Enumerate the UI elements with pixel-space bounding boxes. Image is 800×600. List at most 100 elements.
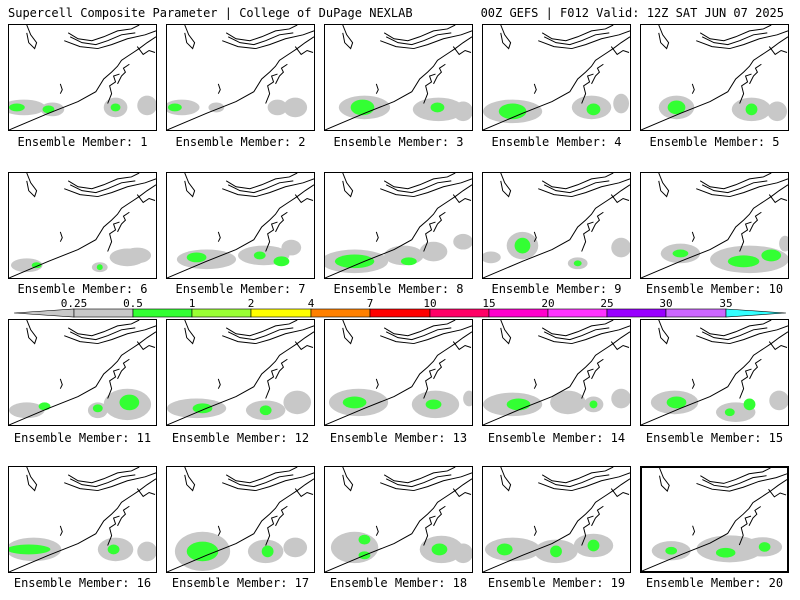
coastline xyxy=(483,467,630,572)
scp-contour-gray xyxy=(484,537,541,562)
map-canvas xyxy=(641,25,788,130)
coastline xyxy=(9,320,156,425)
scp-contour-green xyxy=(666,396,687,409)
coastline xyxy=(167,25,314,130)
map-panel-member-16 xyxy=(8,466,157,573)
colorbar-segment xyxy=(73,308,134,318)
colorbar-tick-label: 7 xyxy=(366,297,374,310)
scp-contour-green xyxy=(727,255,760,268)
map-panel-member-10 xyxy=(640,172,789,279)
scp-contour-green xyxy=(42,105,55,114)
map-canvas xyxy=(167,25,314,130)
member-label-12: Ensemble Member: 12 xyxy=(171,431,310,445)
map-canvas xyxy=(483,320,630,425)
scp-contour-green xyxy=(496,543,513,556)
scp-contour-green xyxy=(743,398,756,411)
scp-contour-green xyxy=(745,103,758,116)
map-canvas xyxy=(483,467,630,572)
scp-contour-gray xyxy=(483,251,501,264)
member-label-15: Ensemble Member: 15 xyxy=(645,431,784,445)
map-canvas xyxy=(167,173,314,278)
coastline xyxy=(642,468,787,571)
map-canvas xyxy=(9,320,156,425)
member-label-2: Ensemble Member: 2 xyxy=(175,135,306,149)
coastline xyxy=(641,25,788,130)
run-valid-time: 00Z GEFS | F012 Valid: 12Z SAT JUN 07 20… xyxy=(480,6,784,20)
scp-contour-gray xyxy=(9,99,46,116)
scp-contour-gray xyxy=(281,239,302,256)
member-label-5: Ensemble Member: 5 xyxy=(649,135,780,149)
member-label-16: Ensemble Member: 16 xyxy=(13,576,152,590)
scp-contour-green xyxy=(186,252,207,263)
colorbar-segment xyxy=(488,308,549,318)
member-label-11: Ensemble Member: 11 xyxy=(13,431,152,445)
scp-contour-green xyxy=(192,403,213,414)
scp-contour-gray xyxy=(123,247,152,264)
scp-contour-gray xyxy=(283,390,312,415)
map-panel-member-12 xyxy=(166,319,315,426)
member-label-9: Ensemble Member: 9 xyxy=(491,282,622,296)
map-canvas xyxy=(325,320,472,425)
colorbar-tick-label: 10 xyxy=(423,297,437,310)
member-label-19: Ensemble Member: 19 xyxy=(487,576,626,590)
map-panel-member-3 xyxy=(324,24,473,131)
map-panel-member-11 xyxy=(8,319,157,426)
scp-contour-green xyxy=(672,249,689,258)
coastline xyxy=(325,467,472,572)
scp-contour-gray xyxy=(137,95,156,116)
scp-contour-green xyxy=(498,103,527,120)
colorbar-tick-label: 35 xyxy=(719,297,733,310)
map-panel-member-2 xyxy=(166,24,315,131)
scp-contour-gray xyxy=(613,93,630,114)
colorbar-segment xyxy=(13,308,75,318)
map-panel-member-6 xyxy=(8,172,157,279)
scp-contour-gray xyxy=(779,235,788,252)
scp-contour-green xyxy=(9,103,25,112)
scp-contour-green xyxy=(667,100,686,115)
colorbar-tick-label: 20 xyxy=(541,297,555,310)
scp-contour-green xyxy=(589,400,598,409)
scp-contour-gray xyxy=(267,99,288,116)
map-canvas xyxy=(483,25,630,130)
scp-contour-green xyxy=(38,402,51,411)
colorbar-segment xyxy=(132,308,193,318)
coastline xyxy=(9,25,156,130)
coastline xyxy=(483,25,630,130)
scp-contour-gray xyxy=(453,543,472,564)
scp-contour-gray xyxy=(176,249,237,270)
page-title: Supercell Composite Parameter | College … xyxy=(8,6,413,20)
map-panel-member-19 xyxy=(482,466,631,573)
map-canvas xyxy=(325,25,472,130)
colorbar-segment xyxy=(547,308,608,318)
map-canvas xyxy=(325,173,472,278)
member-label-7: Ensemble Member: 7 xyxy=(175,282,306,296)
colorbar-tick-label: 15 xyxy=(482,297,496,310)
scp-contour-gray xyxy=(611,388,630,409)
scp-contour-gray xyxy=(330,531,379,564)
map-canvas xyxy=(641,320,788,425)
scp-contour-green xyxy=(724,408,735,417)
map-panel-member-20 xyxy=(640,466,789,573)
colorbar-segment xyxy=(369,308,431,318)
scp-contour-green xyxy=(430,102,445,113)
scp-contour-gray xyxy=(769,390,788,411)
map-canvas xyxy=(325,467,472,572)
coastline xyxy=(641,320,788,425)
colorbar-tick-label: 0.25 xyxy=(60,297,88,310)
colorbar-tick-label: 30 xyxy=(659,297,673,310)
scp-contour-green xyxy=(587,539,600,552)
scp-contour-green xyxy=(186,541,219,562)
colorbar-tick-label: 0.5 xyxy=(123,297,143,310)
scp-contour-gray xyxy=(767,101,788,122)
coastline xyxy=(641,173,788,278)
map-panel-member-5 xyxy=(640,24,789,131)
coastline xyxy=(167,320,314,425)
scp-contour-gray xyxy=(10,258,43,273)
scp-contour-green xyxy=(31,262,42,269)
map-panel-member-1 xyxy=(8,24,157,131)
coastline xyxy=(325,320,472,425)
scp-contour-green xyxy=(167,103,182,112)
scp-contour-green xyxy=(761,249,782,262)
colorbar-segment xyxy=(725,308,787,318)
map-panel-member-8 xyxy=(324,172,473,279)
